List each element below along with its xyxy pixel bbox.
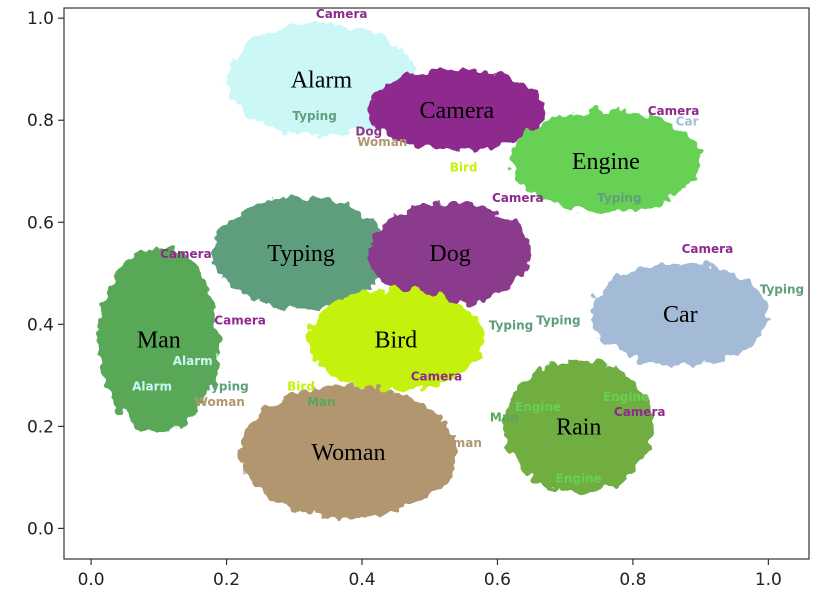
cluster-car [592,263,769,366]
stray-label-4: Bird [450,160,478,174]
y-tick-label: 0.2 [27,417,54,437]
stray-label-19: Camera [411,369,463,383]
y-tick-label: 0.6 [27,213,54,233]
cluster-label-woman: Woman [311,440,385,466]
y-tick-label: 0.0 [27,519,54,539]
cluster-label-man: Man [137,328,181,354]
stray-label-13: Alarm [173,354,213,368]
stray-label-11: Camera [214,313,266,327]
cluster-alarm [226,23,417,136]
x-tick-label: 1.0 [755,570,782,590]
cluster-label-car: Car [663,302,698,328]
stray-label-17: Man [307,395,336,409]
x-tick-label: 0.6 [484,570,511,590]
cluster-bird [307,288,484,391]
x-tick-label: 0.0 [78,570,105,590]
stray-label-20: Typing [536,313,580,327]
x-tick-label: 0.2 [213,570,240,590]
clusters-layer [97,23,769,519]
cluster-label-bird: Bird [375,328,418,354]
stray-label-25: Engine [515,400,561,414]
stray-label-10: Typing [760,283,804,297]
stray-label-23: Camera [614,405,666,419]
stray-label-15: Typing [204,380,248,394]
y-tick-label: 1.0 [27,9,54,29]
cluster-engine [511,110,701,213]
cluster-typing [212,196,390,310]
x-tick-label: 0.4 [348,570,375,590]
y-tick-label: 0.8 [27,111,54,131]
plot-frame [63,7,810,560]
stray-label-22: Engine [603,390,649,404]
cluster-label-camera: Camera [420,98,495,124]
stray-label-24: Man [490,410,519,424]
stray-label-14: Alarm [132,380,172,394]
stray-label-12: Camera [160,247,212,261]
stray-label-1: Typing [292,109,336,123]
cluster-label-engine: Engine [572,149,640,175]
cluster-dog [368,201,532,304]
stray-label-3: Woman [357,135,407,149]
stray-label-2: Dog [355,125,382,139]
cluster-camera [368,69,545,151]
stray-label-18: Bird [287,380,315,394]
stray-label-5: Camera [492,191,544,205]
cluster-rain [504,360,654,493]
cluster-label-rain: Rain [556,414,601,440]
axes: 0.0 0.2 0.4 0.6 0.8 1.0 0.0 0.2 0.4 0.6 0.8 1.0 [27,9,782,590]
stray-label-8: Typing [597,191,641,205]
x-tick-label: 0.8 [619,570,646,590]
stray-label-9: Camera [682,242,734,256]
stray-label-0: Camera [316,7,368,21]
y-tick-label: 0.4 [27,315,54,335]
cluster-label-dog: Dog [429,241,470,267]
stray-label-26: Woman [432,436,482,450]
stray-label-21: Typing [489,318,533,332]
stray-label-7: Car [676,114,699,128]
cluster-label-typing: Typing [267,241,335,267]
stray-label-6: Camera [648,104,700,118]
cluster-woman [240,385,457,519]
cluster-man [97,247,220,432]
stray-label-27: Engine [556,471,602,485]
stray-label-16: Woman [195,395,245,409]
cluster-label-alarm: Alarm [291,67,353,93]
stray-labels-layer: CameraTypingDogWomanBirdCameraCameraCarT… [132,7,804,485]
